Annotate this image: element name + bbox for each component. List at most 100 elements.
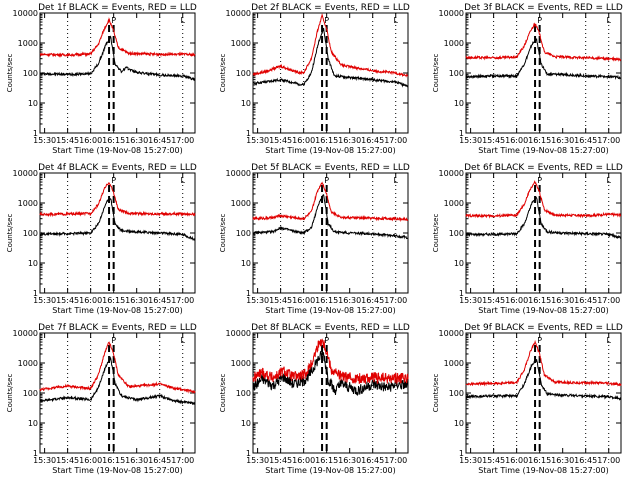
plot-frame xyxy=(252,172,409,294)
x-tick-label: 16:30 xyxy=(338,456,361,465)
x-tick-label: 15:30 xyxy=(246,456,269,465)
y-axis-label: Counts/sec xyxy=(6,54,14,93)
y-tick-label: 1 xyxy=(33,449,38,458)
x-tick-label: 16:30 xyxy=(125,296,148,305)
y-tick-label: 10 xyxy=(454,259,464,268)
x-axis-label: Start Time (19-Nov-08 15:27:00) xyxy=(52,146,182,155)
x-axis-label: Start Time (19-Nov-08 15:27:00) xyxy=(265,466,395,475)
marker-l: L xyxy=(180,16,185,25)
panel-det-2: Det 2f BLACK = Events, RED = LLD P L 1 10 100… xyxy=(219,3,410,155)
y-tick-label: 1 xyxy=(246,129,251,138)
plot-frame xyxy=(252,332,409,454)
y-axis-label: Counts/sec xyxy=(219,374,227,413)
y-tick-label: 10 xyxy=(241,99,251,108)
y-tick-label: 1000 xyxy=(18,199,38,208)
y-tick-label: 1 xyxy=(459,129,464,138)
y-tick-label: 1 xyxy=(33,289,38,298)
x-tick-label: 16:15 xyxy=(315,136,338,145)
x-tick-label: 17:00 xyxy=(384,456,407,465)
marker-l: L xyxy=(180,336,185,345)
y-axis-label: Counts/sec xyxy=(219,214,227,253)
marker-p: P xyxy=(111,336,116,345)
y-tick-label: 1000 xyxy=(231,199,251,208)
x-axis-label: Start Time (19-Nov-08 15:27:00) xyxy=(265,306,395,315)
y-tick-label: 100 xyxy=(23,389,38,398)
y-tick-label: 10000 xyxy=(226,329,251,338)
marker-p: P xyxy=(537,16,542,25)
marker-l: L xyxy=(393,336,398,345)
y-tick-label: 10000 xyxy=(226,9,251,18)
x-axis-label: Start Time (19-Nov-08 15:27:00) xyxy=(52,466,182,475)
panel-det-8: Det 8f BLACK = Events, RED = LLD P L 1 10 100… xyxy=(219,323,410,475)
x-tick-label: 16:15 xyxy=(315,456,338,465)
events-series-line xyxy=(39,197,196,242)
x-tick-label: 15:45 xyxy=(269,136,292,145)
panel-det-9: Det 9f BLACK = Events, RED = LLD P L 1 10 100… xyxy=(432,323,623,475)
y-tick-label: 100 xyxy=(449,389,464,398)
y-axis-label: Counts/sec xyxy=(432,374,440,413)
lld-series-line xyxy=(252,13,409,78)
marker-l: L xyxy=(393,176,398,185)
y-tick-label: 10 xyxy=(454,99,464,108)
x-tick-label: 17:00 xyxy=(597,296,620,305)
x-tick-label: 15:45 xyxy=(482,296,505,305)
y-tick-label: 10000 xyxy=(13,329,38,338)
panel-title: Det 5f BLACK = Events, RED = LLD xyxy=(251,163,410,173)
marker-l: L xyxy=(393,16,398,25)
x-tick-label: 15:45 xyxy=(269,296,292,305)
y-tick-label: 1000 xyxy=(18,359,38,368)
x-tick-label: 16:45 xyxy=(574,136,597,145)
y-tick-label: 100 xyxy=(23,69,38,78)
marker-l: L xyxy=(180,176,185,185)
x-axis-label: Start Time (19-Nov-08 15:27:00) xyxy=(265,146,395,155)
lld-series-line xyxy=(39,182,196,218)
x-tick-label: 17:00 xyxy=(171,296,194,305)
x-tick-label: 16:45 xyxy=(574,296,597,305)
marker-p: P xyxy=(111,176,116,185)
y-tick-label: 100 xyxy=(449,229,464,238)
marker-p: P xyxy=(111,16,116,25)
y-tick-label: 1000 xyxy=(444,359,464,368)
y-axis-label: Counts/sec xyxy=(432,54,440,93)
events-series-line xyxy=(252,350,409,396)
x-tick-label: 16:15 xyxy=(528,456,551,465)
marker-p: P xyxy=(537,176,542,185)
x-tick-label: 15:30 xyxy=(33,456,56,465)
x-tick-label: 15:30 xyxy=(246,136,269,145)
x-tick-label: 16:45 xyxy=(148,296,171,305)
y-tick-label: 1 xyxy=(459,449,464,458)
marker-l: L xyxy=(606,336,611,345)
x-tick-label: 16:00 xyxy=(292,456,315,465)
x-tick-label: 15:30 xyxy=(33,136,56,145)
panel-title: Det 2f BLACK = Events, RED = LLD xyxy=(251,3,410,13)
x-tick-label: 15:30 xyxy=(459,136,482,145)
y-tick-label: 1000 xyxy=(444,199,464,208)
marker-p: P xyxy=(324,336,329,345)
x-tick-label: 16:00 xyxy=(79,456,102,465)
marker-l: L xyxy=(606,176,611,185)
lld-series-line xyxy=(252,181,409,223)
y-tick-label: 1000 xyxy=(231,359,251,368)
panel-title: Det 3f BLACK = Events, RED = LLD xyxy=(464,3,623,13)
panel-det-6: Det 6f BLACK = Events, RED = LLD P L 1 10 100… xyxy=(432,163,623,315)
x-tick-label: 15:45 xyxy=(56,456,79,465)
plot-frame xyxy=(252,12,409,134)
x-tick-label: 16:30 xyxy=(551,296,574,305)
x-tick-label: 15:30 xyxy=(246,296,269,305)
y-tick-label: 1000 xyxy=(18,39,38,48)
y-tick-label: 100 xyxy=(236,69,251,78)
x-tick-label: 16:15 xyxy=(102,456,125,465)
x-tick-label: 16:15 xyxy=(315,296,338,305)
y-tick-label: 1000 xyxy=(231,39,251,48)
y-tick-label: 1 xyxy=(246,289,251,298)
plot-frame xyxy=(465,12,622,134)
x-tick-label: 16:30 xyxy=(338,296,361,305)
x-tick-label: 16:00 xyxy=(79,296,102,305)
y-tick-label: 10 xyxy=(241,259,251,268)
x-tick-label: 16:00 xyxy=(79,136,102,145)
x-tick-label: 16:45 xyxy=(361,456,384,465)
panel-det-7: Det 7f BLACK = Events, RED = LLD P L 1 10 100… xyxy=(6,323,197,475)
x-tick-label: 15:45 xyxy=(482,136,505,145)
lld-series-line xyxy=(39,341,196,394)
y-tick-label: 1000 xyxy=(444,39,464,48)
